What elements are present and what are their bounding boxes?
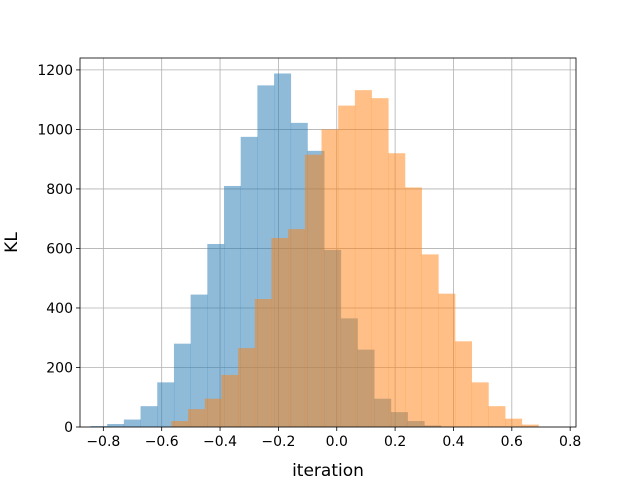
histogram-bar-series-2 <box>204 398 222 427</box>
histogram-bar-series-2 <box>288 229 306 427</box>
histogram-bar-series-2 <box>271 238 289 427</box>
x-tick-label: −0.4 <box>203 434 237 450</box>
x-tick-label: 0.2 <box>384 434 406 450</box>
histogram-bar-series-2 <box>471 382 489 427</box>
histogram-bar-series-2 <box>421 254 439 427</box>
histogram-bar-series-2 <box>371 98 389 427</box>
bar-layer <box>90 73 539 428</box>
x-tick-label: −0.8 <box>86 434 120 450</box>
histogram-bar-series-1 <box>207 243 225 427</box>
histogram-bar-series-1 <box>123 419 141 427</box>
histogram-bar-series-1 <box>140 406 158 427</box>
histogram-bar-series-2 <box>188 409 206 427</box>
x-tick-label: 0.8 <box>559 434 581 450</box>
x-tick-label: −0.2 <box>261 434 295 450</box>
y-tick-label: 600 <box>46 241 73 257</box>
histogram-bar-series-2 <box>221 374 239 427</box>
histogram-bar-series-1 <box>190 294 208 427</box>
y-axis-label: KL <box>2 232 22 253</box>
histogram-bar-series-1 <box>107 424 125 427</box>
tick-layer: −0.8 −0.6 −0.4 −0.2 0.0 0.2 0.4 0.6 0.8 0 200 400 60… <box>37 63 581 450</box>
histogram-bar-series-1 <box>157 382 175 427</box>
y-tick-label: 1000 <box>37 122 73 138</box>
y-tick-label: 200 <box>46 360 73 376</box>
x-tick-label: 0.4 <box>442 434 464 450</box>
y-tick-label: 1200 <box>37 63 73 79</box>
histogram-bar-series-1 <box>224 185 242 427</box>
y-tick-label: 800 <box>46 182 73 198</box>
y-tick-label: 0 <box>64 420 73 436</box>
histogram-bar-series-2 <box>254 299 272 427</box>
histogram-bar-series-2 <box>321 129 339 427</box>
histogram-bar-series-2 <box>455 341 473 427</box>
histogram-bar-series-2 <box>354 90 372 428</box>
histogram-bar-series-2 <box>505 418 523 427</box>
histogram-bar-series-2 <box>338 105 356 427</box>
x-tick-label: −0.6 <box>145 434 179 450</box>
histogram-bar-series-1 <box>173 343 191 427</box>
histogram-bar-series-2 <box>438 293 456 427</box>
x-tick-label: 0.6 <box>501 434 523 450</box>
histogram-bar-series-2 <box>304 154 322 427</box>
x-tick-label: 0.0 <box>326 434 348 450</box>
histogram-bar-series-2 <box>488 406 506 427</box>
histogram-bar-series-2 <box>388 153 406 427</box>
histogram-bar-series-2 <box>404 187 422 427</box>
histogram-bar-series-2 <box>521 424 539 427</box>
histogram-bar-series-2 <box>238 348 256 427</box>
x-axis-label: iteration <box>292 461 364 480</box>
histogram-bar-series-2 <box>171 421 189 427</box>
plot-frame <box>79 57 577 428</box>
y-tick-label: 400 <box>46 301 73 317</box>
histogram-bar-series-1 <box>90 426 108 427</box>
